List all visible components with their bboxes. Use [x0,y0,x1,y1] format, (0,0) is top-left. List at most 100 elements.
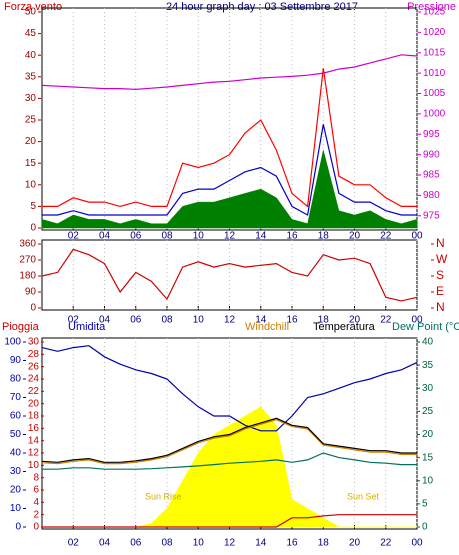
x-tick-label: 10 [193,315,205,326]
x-tick-label: 02 [68,538,80,549]
series-line [42,68,417,208]
legend-label: Pioggia [2,321,40,333]
x-tick-label: 16 [286,538,298,549]
series-line [41,419,417,465]
x-tick-label: 06 [130,231,142,242]
x-tick-label: 04 [99,315,111,326]
legend-label: Umidita [68,321,106,333]
y-tick-label: 10 [422,475,434,486]
x-tick-label: 00 [411,231,423,242]
y-tick-label: 30 [10,466,22,477]
y-tick-label: 15 [25,158,37,169]
x-tick-label: 22 [380,231,392,242]
y-tick-label: 35 [422,360,434,371]
y-tick-label: 90 [10,355,22,366]
x-tick-label: 14 [255,315,267,326]
x-tick-label: 12 [224,315,236,326]
y-tick-label: 5 [422,499,428,510]
y-tick-label: 20 [25,136,37,147]
x-tick-label: 14 [255,538,267,549]
y-tick-label: W [436,252,448,266]
x-tick-label: 04 [99,538,111,549]
y-tick-label: 0 [15,522,21,533]
y-tick-label: 4 [33,497,39,508]
annotation: Sun Set [347,491,380,501]
x-tick-label: 02 [68,231,80,242]
series-line [42,514,417,528]
y-tick-label: 1025 [423,7,446,18]
x-tick-label: 12 [224,231,236,242]
y-tick-label: 0 [33,522,39,533]
y-tick-label: 30 [25,93,37,104]
y-tick-label: 975 [423,210,440,221]
y-tick-label: 10 [28,460,40,471]
x-tick-label: 00 [411,538,423,549]
x-tick-label: 16 [286,231,298,242]
y-tick-label: 18 [28,411,40,422]
y-tick-label: 360 [19,239,36,250]
wind-label: Forza vento [4,1,62,13]
x-tick-label: 06 [130,315,142,326]
y-tick-label: 15 [422,452,434,463]
x-tick-label: 22 [380,315,392,326]
y-tick-label: 0 [30,303,36,314]
y-tick-label: 2 [33,509,39,520]
series-area [41,150,418,229]
y-tick-label: 20 [28,398,40,409]
x-tick-label: 00 [411,315,423,326]
chart-title: 24 hour graph day : 03 Settembre 2017 [166,1,358,13]
x-tick-label: 08 [161,315,173,326]
y-tick-label: 16 [28,423,40,434]
y-tick-label: 12 [28,448,40,459]
x-tick-label: 14 [255,231,267,242]
y-tick-label: 270 [19,255,36,266]
x-tick-label: 18 [318,231,330,242]
x-tick-label: 16 [286,315,298,326]
x-tick-label: 22 [380,538,392,549]
y-tick-label: 995 [423,129,440,140]
y-tick-label: 26 [28,361,40,372]
y-tick-label: 1000 [423,109,446,120]
x-tick-label: 20 [349,231,361,242]
y-tick-label: 40 [25,50,37,61]
y-tick-label: 100 [4,337,21,348]
series-line [41,54,418,91]
y-tick-label: 14 [28,435,40,446]
y-tick-label: 1015 [423,47,446,58]
y-tick-label: 20 [10,485,22,496]
y-tick-label: 60 [10,411,22,422]
y-tick-label: 6 [33,485,39,496]
y-tick-label: S [436,268,444,282]
y-tick-label: 70 [10,392,22,403]
x-tick-label: 10 [193,231,205,242]
y-tick-label: 5 [30,201,36,212]
x-tick-label: 10 [193,538,205,549]
y-tick-label: 0 [422,522,428,533]
y-tick-label: 10 [10,503,22,514]
legend-label: Dew Point (°C [392,321,459,333]
legend-label: Windchill [245,321,289,333]
y-tick-label: 24 [28,374,40,385]
y-tick-label: 50 [10,429,22,440]
y-tick-label: 45 [25,28,37,39]
y-tick-label: 985 [423,170,440,181]
series-line [42,452,417,470]
y-tick-label: N [436,300,445,314]
y-tick-label: 50 [25,7,37,18]
y-tick-label: 80 [10,374,22,385]
y-tick-label: 980 [423,190,440,201]
y-tick-label: 90 [25,287,37,298]
y-tick-label: 990 [423,149,440,160]
y-tick-label: 28 [28,349,40,360]
y-tick-label: 8 [33,472,39,483]
x-tick-label: 18 [318,315,330,326]
y-tick-label: 1005 [423,88,446,99]
pressure-label: Pressione [407,1,456,13]
x-tick-label: 12 [224,538,236,549]
y-tick-label: 1010 [423,68,446,79]
y-tick-label: 35 [25,71,37,82]
series-line [42,124,417,216]
x-tick-label: 18 [318,538,330,549]
y-tick-label: 40 [422,337,434,348]
